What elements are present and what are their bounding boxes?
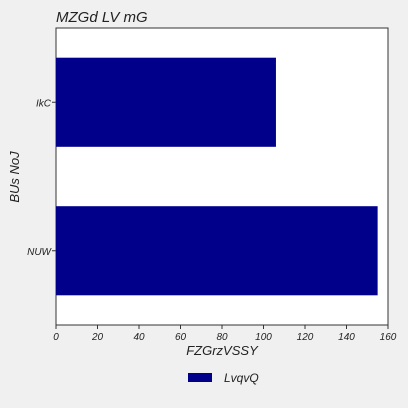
y-tick-label: IkC (36, 98, 52, 109)
bars-group (56, 57, 378, 296)
bar-ikc (56, 57, 276, 147)
x-tick-label: 100 (255, 332, 272, 343)
chart-title: MZGd LV mG (56, 9, 148, 26)
x-tick-label: 80 (216, 332, 228, 343)
x-tick-label: 40 (133, 332, 145, 343)
x-tick-label: 160 (380, 332, 397, 343)
legend-swatch (188, 373, 212, 382)
x-tick-label: 20 (91, 332, 104, 343)
x-tick-label: 140 (338, 332, 355, 343)
x-axis-title: FZGrzVSSY (186, 343, 259, 358)
bar-nuw (56, 206, 378, 296)
y-axis-title: BUs NoJ (7, 151, 22, 203)
legend: LvqvQ (188, 371, 259, 385)
x-axis-ticks: 0 20 40 60 80 100 120 140 160 (53, 325, 397, 343)
x-tick-label: 60 (175, 332, 187, 343)
x-tick-label: 120 (297, 332, 314, 343)
legend-label: LvqvQ (224, 371, 259, 385)
y-tick-label: NUW (27, 247, 52, 258)
y-axis-ticks: IkC NUW (27, 98, 56, 258)
x-tick-label: 0 (53, 332, 59, 343)
